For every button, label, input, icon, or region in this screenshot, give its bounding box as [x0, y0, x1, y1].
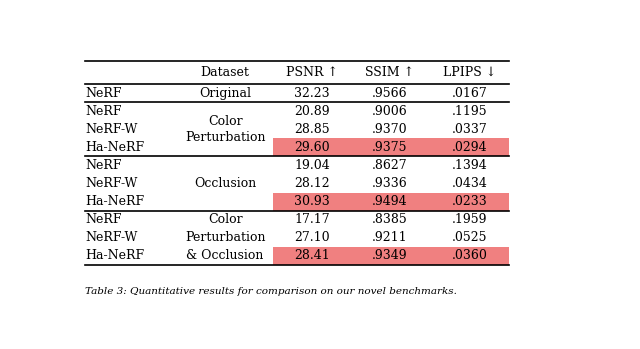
Text: NeRF-W: NeRF-W	[85, 123, 138, 136]
Text: .9375: .9375	[372, 141, 408, 154]
Text: .9336: .9336	[372, 177, 408, 190]
Text: .8385: .8385	[372, 213, 408, 226]
FancyBboxPatch shape	[273, 139, 509, 156]
Text: .0525: .0525	[452, 231, 487, 244]
Text: Table 3: Quantitative results for comparison on our novel benchmarks.: Table 3: Quantitative results for compar…	[85, 287, 457, 296]
Text: NeRF: NeRF	[85, 87, 122, 100]
FancyBboxPatch shape	[273, 247, 509, 265]
Text: .1394: .1394	[451, 159, 487, 172]
Text: LPIPS ↓: LPIPS ↓	[443, 66, 496, 79]
Text: NeRF: NeRF	[85, 213, 122, 226]
Text: SSIM ↑: SSIM ↑	[365, 66, 415, 79]
Text: Color
Perturbation: Color Perturbation	[185, 115, 266, 144]
Text: 28.12: 28.12	[294, 177, 330, 190]
Text: .1959: .1959	[452, 213, 487, 226]
Text: .0337: .0337	[451, 123, 487, 136]
Text: .9211: .9211	[372, 231, 408, 244]
Text: 27.10: 27.10	[294, 231, 330, 244]
Text: Ha-NeRF: Ha-NeRF	[85, 250, 144, 262]
Text: Occlusion: Occlusion	[194, 177, 256, 190]
Text: .0294: .0294	[452, 141, 487, 154]
Text: .9349: .9349	[372, 250, 408, 262]
Text: 28.41: 28.41	[294, 250, 330, 262]
Text: .0167: .0167	[451, 87, 487, 100]
Text: 30.93: 30.93	[294, 195, 330, 208]
Text: 28.85: 28.85	[294, 123, 330, 136]
Text: 19.04: 19.04	[294, 159, 330, 172]
Text: Ha-NeRF: Ha-NeRF	[85, 141, 144, 154]
Text: 20.89: 20.89	[294, 105, 330, 118]
Text: NeRF-W: NeRF-W	[85, 177, 138, 190]
Text: .9566: .9566	[372, 87, 408, 100]
Text: .8627: .8627	[372, 159, 408, 172]
Text: Dataset: Dataset	[201, 66, 250, 79]
Text: .0434: .0434	[451, 177, 487, 190]
Text: & Occlusion: & Occlusion	[186, 250, 264, 262]
FancyBboxPatch shape	[273, 193, 509, 211]
Text: 17.17: 17.17	[294, 213, 330, 226]
Text: .0360: .0360	[451, 250, 487, 262]
Text: NeRF: NeRF	[85, 105, 122, 118]
Text: Perturbation: Perturbation	[185, 231, 266, 244]
Text: PSNR ↑: PSNR ↑	[286, 66, 338, 79]
Text: Ha-NeRF: Ha-NeRF	[85, 195, 144, 208]
Text: .9494: .9494	[372, 195, 408, 208]
Text: .1195: .1195	[452, 105, 487, 118]
Text: 32.23: 32.23	[294, 87, 330, 100]
Text: .9370: .9370	[372, 123, 408, 136]
Text: NeRF: NeRF	[85, 159, 122, 172]
Text: Color: Color	[208, 213, 243, 226]
Text: 29.60: 29.60	[294, 141, 330, 154]
Text: .0233: .0233	[451, 195, 487, 208]
Text: .9006: .9006	[372, 105, 408, 118]
Text: NeRF-W: NeRF-W	[85, 231, 138, 244]
Text: Original: Original	[199, 87, 251, 100]
